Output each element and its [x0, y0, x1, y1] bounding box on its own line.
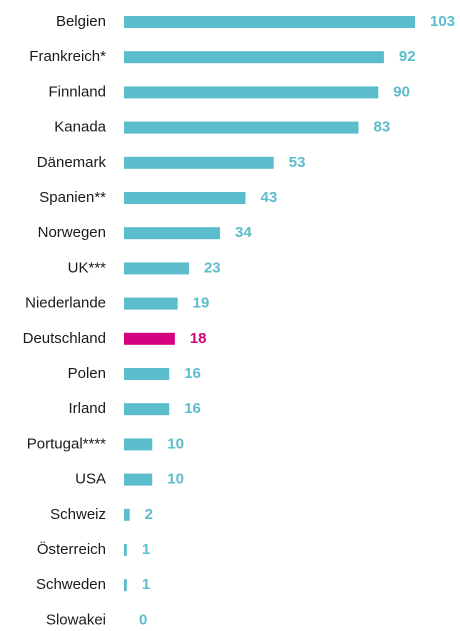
bar — [124, 579, 127, 592]
value-label: 53 — [289, 154, 306, 171]
category-label: Irland — [68, 400, 106, 417]
bar — [124, 544, 127, 556]
bar — [124, 262, 189, 275]
value-label: 103 — [430, 13, 455, 30]
category-label: Deutschland — [23, 330, 106, 347]
category-label: USA — [75, 471, 106, 488]
bar — [124, 16, 415, 28]
bar — [124, 156, 274, 169]
value-label: 34 — [235, 224, 252, 241]
category-label: Österreich — [37, 540, 106, 558]
bar — [124, 121, 359, 134]
category-label: Dänemark — [37, 154, 107, 171]
category-label: Schweiz — [50, 506, 106, 523]
bar — [124, 51, 384, 64]
value-label: 19 — [193, 295, 210, 312]
bar — [124, 473, 153, 486]
category-label: Kanada — [54, 119, 106, 136]
value-label: 1 — [142, 576, 150, 593]
category-label: Finnland — [48, 83, 106, 100]
value-label: 90 — [393, 83, 410, 100]
bar — [124, 227, 221, 240]
category-label: Frankreich* — [29, 48, 106, 65]
bar — [124, 403, 170, 416]
bar — [124, 368, 170, 380]
category-label: Spanien** — [39, 189, 106, 206]
category-label: Portugal**** — [27, 435, 106, 452]
value-label: 23 — [204, 259, 221, 276]
bar — [124, 192, 246, 204]
category-label: Norwegen — [38, 224, 106, 241]
value-label: 83 — [373, 119, 390, 136]
value-label: 16 — [184, 365, 201, 382]
value-label: 10 — [167, 471, 184, 488]
bar — [124, 508, 130, 521]
value-label: 43 — [260, 189, 277, 206]
value-label: 1 — [142, 541, 150, 558]
bar — [124, 297, 178, 310]
category-label: Slowakei — [46, 611, 106, 628]
bar — [124, 438, 153, 451]
value-label: 2 — [145, 506, 153, 523]
value-label: 16 — [184, 400, 201, 417]
category-label: Schweden — [36, 576, 106, 593]
value-label: 92 — [399, 48, 416, 65]
value-label: 10 — [167, 435, 184, 452]
bar — [124, 332, 175, 345]
category-label: Niederlande — [25, 295, 106, 312]
value-label: 18 — [190, 330, 207, 347]
bar — [124, 86, 379, 99]
category-label: UK*** — [68, 259, 107, 276]
category-label: Belgien — [56, 13, 106, 30]
category-label: Polen — [68, 365, 106, 382]
value-label: 0 — [139, 611, 147, 628]
